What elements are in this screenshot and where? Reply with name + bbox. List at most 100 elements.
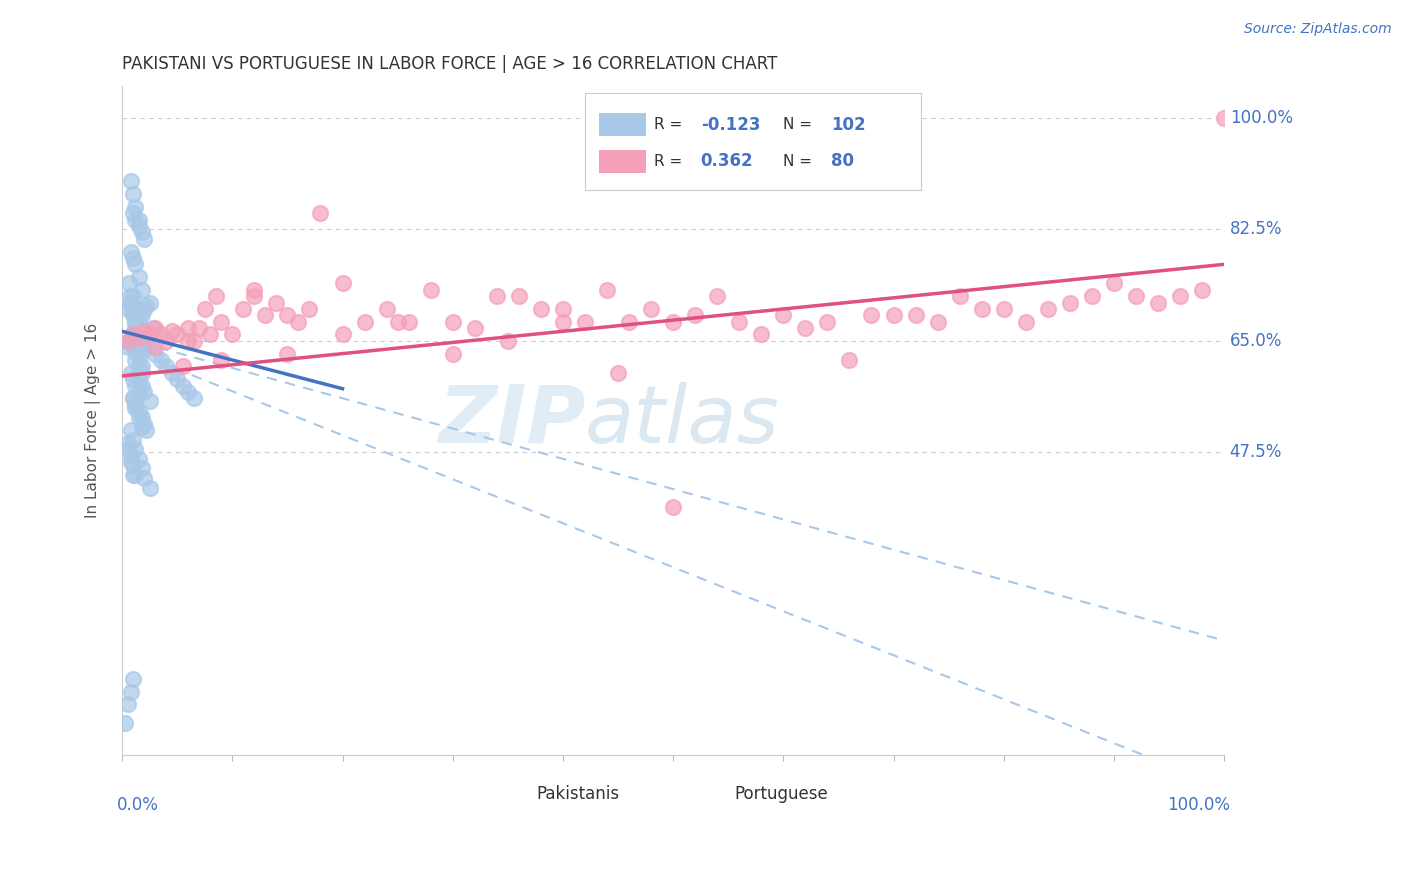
Point [122, 391, 145, 405]
Point [209, 353, 232, 368]
Point [134, 331, 156, 345]
Point [464, 321, 486, 335]
Point [124, 200, 146, 214]
Point [117, 436, 139, 450]
Point [551, 315, 574, 329]
Text: 0.0%: 0.0% [117, 796, 159, 814]
Point [138, 481, 160, 495]
Text: 100.0%: 100.0% [1230, 109, 1292, 127]
Point [127, 321, 149, 335]
Point [1125, 289, 1147, 303]
Point [122, 327, 145, 342]
Point [135, 423, 157, 437]
Point [124, 212, 146, 227]
Point [134, 327, 156, 342]
Point [134, 232, 156, 246]
Point [128, 340, 150, 354]
Point [1102, 277, 1125, 291]
Point [387, 315, 409, 329]
Point [118, 277, 141, 291]
Point [124, 334, 146, 348]
Point [172, 359, 194, 374]
FancyBboxPatch shape [692, 786, 730, 805]
Point [124, 343, 146, 358]
Point [131, 283, 153, 297]
Point [142, 321, 165, 335]
Point [1168, 289, 1191, 303]
Text: atlas: atlas [585, 382, 780, 459]
Point [124, 378, 146, 392]
Point [221, 327, 243, 342]
Point [122, 458, 145, 473]
Point [172, 378, 194, 392]
Point [120, 174, 142, 188]
Point [970, 301, 993, 316]
Point [128, 359, 150, 374]
Point [122, 327, 145, 342]
Point [131, 461, 153, 475]
Text: N =: N = [783, 117, 817, 132]
Point [122, 391, 145, 405]
Point [128, 384, 150, 399]
Point [166, 327, 188, 342]
Point [128, 404, 150, 418]
Point [131, 327, 153, 342]
Point [309, 206, 332, 220]
Text: Pakistanis: Pakistanis [537, 785, 620, 803]
Point [155, 334, 177, 348]
Point [883, 309, 905, 323]
Point [149, 327, 172, 342]
Point [134, 324, 156, 338]
Point [124, 467, 146, 482]
Point [496, 334, 519, 348]
Point [276, 346, 298, 360]
Point [122, 327, 145, 342]
Text: Source: ZipAtlas.com: Source: ZipAtlas.com [1244, 22, 1392, 37]
Point [160, 324, 183, 338]
Point [596, 283, 619, 297]
Text: 82.5%: 82.5% [1230, 220, 1282, 238]
Point [120, 244, 142, 259]
Point [120, 295, 142, 310]
Point [120, 449, 142, 463]
Point [131, 359, 153, 374]
Text: R =: R = [654, 154, 688, 169]
Point [441, 315, 464, 329]
Point [138, 295, 160, 310]
Point [662, 315, 685, 329]
Point [143, 340, 166, 354]
Point [332, 327, 354, 342]
Point [122, 372, 145, 386]
Point [183, 391, 205, 405]
Text: 47.5%: 47.5% [1230, 443, 1282, 461]
Point [1081, 289, 1104, 303]
Point [131, 226, 153, 240]
Point [120, 423, 142, 437]
Point [706, 289, 728, 303]
Point [138, 394, 160, 409]
Point [128, 451, 150, 466]
Point [122, 433, 145, 447]
Point [1191, 283, 1213, 297]
Point [131, 366, 153, 380]
Point [120, 334, 142, 348]
Point [120, 455, 142, 469]
Point [640, 301, 662, 316]
Point [160, 366, 183, 380]
FancyBboxPatch shape [494, 786, 531, 805]
Point [143, 321, 166, 335]
Text: -0.123: -0.123 [700, 116, 761, 134]
Point [131, 410, 153, 425]
Point [131, 324, 153, 338]
Point [574, 315, 596, 329]
Text: ZIP: ZIP [437, 382, 585, 459]
Point [122, 206, 145, 220]
Point [209, 315, 232, 329]
Point [138, 327, 160, 342]
Point [607, 366, 630, 380]
Point [128, 331, 150, 345]
Text: N =: N = [783, 154, 817, 169]
Point [120, 334, 142, 348]
Point [143, 346, 166, 360]
Point [124, 353, 146, 368]
